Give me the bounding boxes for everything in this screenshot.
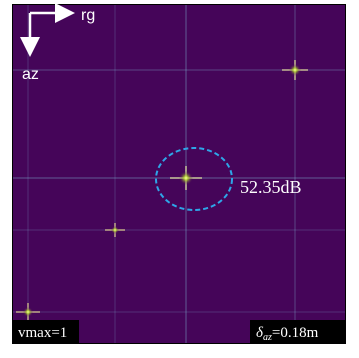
subscript: az — [263, 332, 272, 343]
vmax-label: vmax=1 — [18, 325, 67, 341]
value: =0.18m — [272, 325, 319, 341]
range-label: rg — [81, 7, 95, 24]
sar-image-panel: 52.35dB rg az vmax=1 δaz=0.18m — [0, 0, 359, 358]
peak-label: 52.35dB — [240, 177, 302, 197]
page: 52.35dB rg az vmax=1 δaz=0.18m (() => { … — [0, 0, 359, 358]
azimuth-label: az — [22, 66, 39, 83]
